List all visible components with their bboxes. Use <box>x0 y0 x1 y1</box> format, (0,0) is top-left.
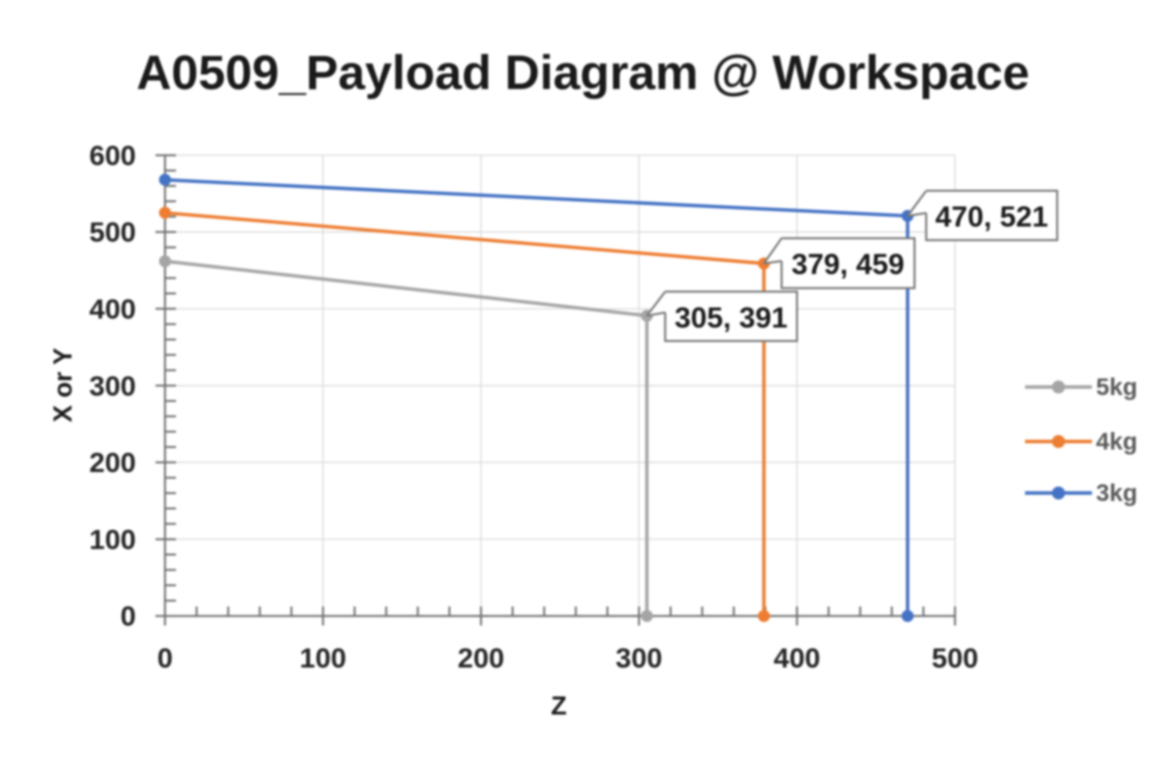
svg-text:3kg: 3kg <box>1096 480 1137 507</box>
svg-text:200: 200 <box>89 447 136 478</box>
svg-text:A0509_Payload Diagram @ Worksp: A0509_Payload Diagram @ Workspace <box>137 47 1030 100</box>
svg-text:Z: Z <box>551 691 567 721</box>
svg-text:300: 300 <box>89 370 136 401</box>
svg-text:300: 300 <box>616 643 663 674</box>
svg-text:500: 500 <box>89 217 136 248</box>
svg-text:600: 600 <box>89 140 136 171</box>
svg-text:4kg: 4kg <box>1096 429 1137 456</box>
svg-text:470, 521: 470, 521 <box>935 201 1048 233</box>
svg-text:0: 0 <box>157 643 173 674</box>
svg-text:100: 100 <box>300 643 347 674</box>
svg-text:400: 400 <box>89 294 136 325</box>
svg-text:0: 0 <box>120 601 136 632</box>
svg-text:400: 400 <box>774 643 821 674</box>
svg-text:200: 200 <box>458 643 505 674</box>
svg-text:379, 459: 379, 459 <box>792 249 905 281</box>
svg-text:5kg: 5kg <box>1096 374 1137 401</box>
svg-text:100: 100 <box>89 524 136 555</box>
svg-text:500: 500 <box>932 643 979 674</box>
svg-text:305, 391: 305, 391 <box>675 302 788 334</box>
svg-text:X or Y: X or Y <box>48 348 78 423</box>
